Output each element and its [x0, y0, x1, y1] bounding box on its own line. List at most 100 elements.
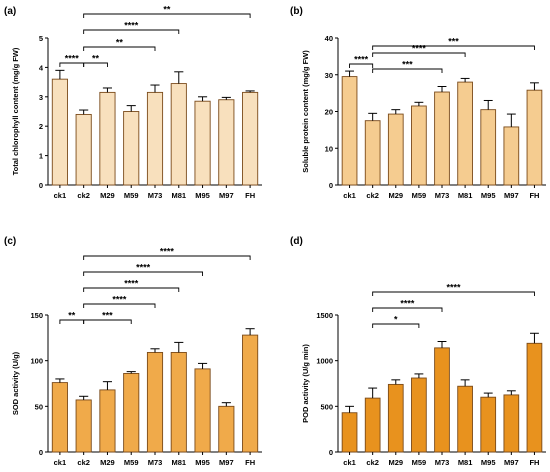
y-axis-label: SOD activity (U/g) — [11, 351, 20, 415]
y-tick-label: 100 — [30, 357, 43, 366]
x-tick-label: M97 — [504, 458, 519, 467]
x-tick-label: ck1 — [343, 191, 356, 200]
x-tick-label: M81 — [171, 458, 186, 467]
x-tick-label: M29 — [100, 458, 115, 467]
significance-label: **** — [136, 263, 151, 273]
bar-M97 — [218, 99, 235, 186]
y-tick-label: 3 — [39, 93, 43, 102]
y-tick-label: 0 — [39, 448, 43, 457]
bar-M81 — [457, 385, 473, 453]
y-tick-label: 500 — [320, 402, 333, 411]
significance-label: ** — [116, 38, 124, 48]
significance-label: * — [394, 315, 398, 325]
bar-M73 — [146, 91, 164, 186]
significance-bracket — [372, 291, 535, 296]
chart-panel-2: (b) 0 10 20 30 40 Soluble protein content (mg/… — [290, 6, 546, 200]
bar-ck2 — [364, 120, 381, 186]
x-tick-label: M95 — [481, 191, 496, 200]
significance-label: *** — [448, 37, 459, 47]
chart-panel-1: (a) 0 1 2 3 4 5 Total chlorophyll content (mg/g… — [4, 5, 262, 200]
significance-label: **** — [160, 247, 175, 257]
y-tick-label: 30 — [325, 71, 333, 80]
bar-M59 — [411, 105, 427, 186]
significance-label: ** — [163, 5, 171, 15]
bar-M97 — [503, 126, 520, 186]
x-tick-label: M81 — [458, 458, 473, 467]
x-tick-label: M95 — [195, 458, 210, 467]
x-tick-label: FH — [245, 458, 255, 467]
bar-M97 — [503, 394, 520, 453]
bar-ck1 — [51, 78, 68, 186]
significance-label: **** — [354, 55, 369, 65]
significance-label: **** — [65, 54, 80, 64]
significance-bracket — [83, 271, 204, 276]
significance-label: ** — [68, 311, 76, 321]
significance-bracket — [83, 255, 251, 260]
bar-FH — [526, 89, 543, 186]
bar-M59 — [123, 373, 140, 453]
panel-letter: (c) — [4, 236, 16, 247]
panel-letter: (a) — [4, 6, 16, 17]
significance-label: **** — [400, 299, 415, 309]
x-tick-label: M81 — [458, 191, 473, 200]
significance-bracket — [83, 303, 156, 308]
x-tick-label: FH — [529, 458, 539, 467]
significance-label: *** — [102, 311, 113, 321]
x-tick-label: M95 — [481, 458, 496, 467]
bar-M59 — [411, 377, 427, 453]
bar-M29 — [387, 383, 404, 453]
significance-bracket — [83, 13, 251, 18]
x-tick-label: M97 — [504, 191, 519, 200]
y-axis-label: Total chlorophyll content (mg/g FW) — [11, 47, 20, 175]
x-tick-label: M95 — [195, 191, 210, 200]
x-tick-label: ck2 — [77, 191, 90, 200]
x-tick-label: M29 — [388, 458, 403, 467]
bar-M29 — [99, 91, 116, 186]
significance-bracket — [59, 319, 85, 324]
y-tick-label: 4 — [39, 63, 44, 72]
bar-M97 — [218, 405, 235, 453]
y-tick-label: 50 — [35, 402, 43, 411]
y-tick-label: 150 — [30, 311, 43, 320]
bar-FH — [242, 334, 259, 453]
y-axis-label: Soluble protein content (mg/g FW) — [301, 50, 310, 173]
y-tick-label: 0 — [329, 181, 333, 190]
bar-ck2 — [364, 397, 381, 453]
bar-M81 — [170, 351, 187, 453]
significance-bracket — [372, 45, 535, 50]
x-tick-label: M59 — [124, 458, 139, 467]
significance-bracket — [83, 46, 156, 51]
y-tick-label: 0 — [329, 448, 333, 457]
significance-label: **** — [412, 44, 427, 54]
bar-M95 — [194, 368, 211, 453]
significance-label: **** — [112, 295, 127, 305]
y-tick-label: 20 — [325, 108, 333, 117]
significance-label: **** — [447, 283, 462, 293]
significance-label: **** — [124, 21, 139, 31]
y-tick-label: 10 — [325, 144, 333, 153]
x-tick-label: M73 — [148, 191, 163, 200]
x-tick-label: M73 — [148, 458, 163, 467]
x-tick-label: ck2 — [366, 191, 379, 200]
y-tick-label: 5 — [39, 34, 43, 43]
x-tick-label: M59 — [124, 191, 139, 200]
x-tick-label: ck1 — [54, 191, 67, 200]
y-tick-label: 40 — [325, 34, 333, 43]
panel-letter: (b) — [290, 6, 303, 17]
y-tick-label: 2 — [39, 122, 43, 131]
significance-bracket — [372, 52, 466, 57]
significance-bracket — [83, 319, 132, 324]
x-tick-label: M97 — [219, 191, 234, 200]
x-tick-label: ck1 — [343, 458, 356, 467]
x-tick-label: FH — [245, 191, 255, 200]
bar-ck1 — [51, 382, 68, 453]
x-tick-label: M73 — [435, 458, 450, 467]
significance-bracket — [83, 29, 180, 34]
significance-label: ** — [92, 54, 100, 64]
x-tick-label: ck2 — [77, 458, 90, 467]
y-axis-label: POD activity (U/g min) — [301, 344, 310, 423]
y-tick-label: 1500 — [316, 311, 333, 320]
panel-letter: (d) — [290, 236, 303, 247]
x-tick-label: ck1 — [54, 458, 67, 467]
